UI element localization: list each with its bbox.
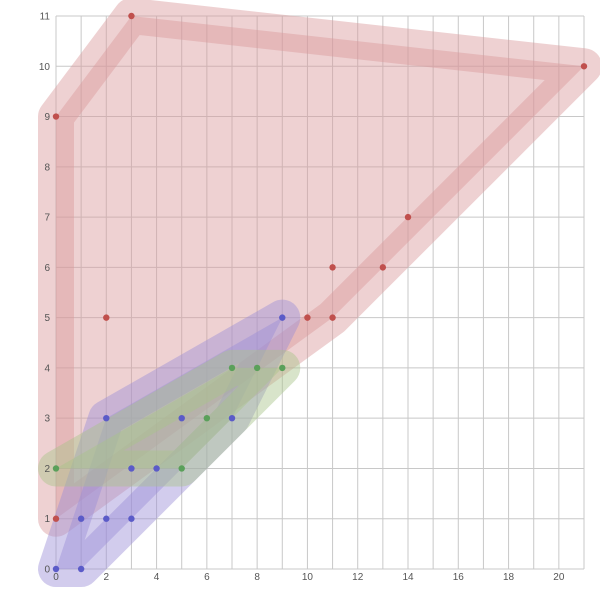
y-tick-label: 10 <box>39 62 51 73</box>
data-point-series-1 <box>228 414 236 422</box>
y-axis-tick-labels: 0 1 2 3 4 5 6 7 8 9 10 11 <box>39 12 51 576</box>
data-point-series-1 <box>153 465 160 472</box>
data-point-series-0 <box>404 213 412 221</box>
data-point-series-0 <box>379 264 387 271</box>
data-point-series-0 <box>329 264 336 271</box>
series-hulls <box>38 0 600 587</box>
data-point-series-1 <box>103 515 110 522</box>
y-tick-label: 1 <box>44 514 50 525</box>
data-point-series-0 <box>128 12 135 20</box>
y-tick-label: 9 <box>44 112 50 123</box>
x-tick-label: 2 <box>104 572 110 583</box>
data-point-series-2 <box>279 364 286 372</box>
y-tick-label: 8 <box>44 162 50 173</box>
data-point-series-2 <box>203 414 211 422</box>
x-tick-label: 8 <box>254 572 260 583</box>
x-tick-label: 4 <box>154 572 160 583</box>
series-hull-0 <box>38 0 600 537</box>
y-tick-label: 7 <box>44 213 50 224</box>
y-tick-label: 2 <box>44 464 50 475</box>
data-point-series-2 <box>52 465 60 472</box>
x-tick-label: 10 <box>302 572 314 583</box>
y-tick-label: 11 <box>40 12 51 23</box>
data-point-series-2 <box>178 465 185 472</box>
data-point-series-2 <box>253 364 261 372</box>
x-tick-label: 0 <box>53 572 59 583</box>
data-point-series-0 <box>304 314 311 321</box>
x-tick-label: 12 <box>352 572 364 583</box>
data-point-series-1 <box>128 465 135 472</box>
data-point-series-1 <box>52 565 60 573</box>
x-tick-label: 6 <box>204 572 210 583</box>
x-tick-label: 18 <box>503 572 515 583</box>
data-point-series-2 <box>228 364 236 372</box>
data-point-series-0 <box>52 113 60 120</box>
x-tick-label: 16 <box>453 572 465 583</box>
data-point-series-0 <box>580 63 588 70</box>
x-tick-label: 14 <box>402 572 414 583</box>
grid <box>55 15 585 570</box>
y-tick-label: 3 <box>44 414 50 425</box>
data-point-series-1 <box>77 515 85 522</box>
data-point-series-1 <box>128 515 135 522</box>
data-points <box>52 12 588 573</box>
data-point-series-0 <box>329 314 336 321</box>
y-tick-label: 5 <box>44 313 50 324</box>
x-tick-label: 20 <box>553 572 565 583</box>
data-point-series-1 <box>103 414 110 422</box>
data-point-series-1 <box>178 414 185 422</box>
y-tick-label: 6 <box>44 263 50 274</box>
x-axis-tick-labels: 0 2 4 6 8 10 12 14 16 18 20 <box>53 572 565 583</box>
data-point-series-1 <box>279 314 286 321</box>
y-tick-label: 0 <box>44 565 50 576</box>
data-point-series-0 <box>52 515 60 522</box>
y-tick-label: 4 <box>44 363 50 374</box>
data-point-series-0 <box>103 314 110 321</box>
data-point-series-1 <box>77 565 85 573</box>
